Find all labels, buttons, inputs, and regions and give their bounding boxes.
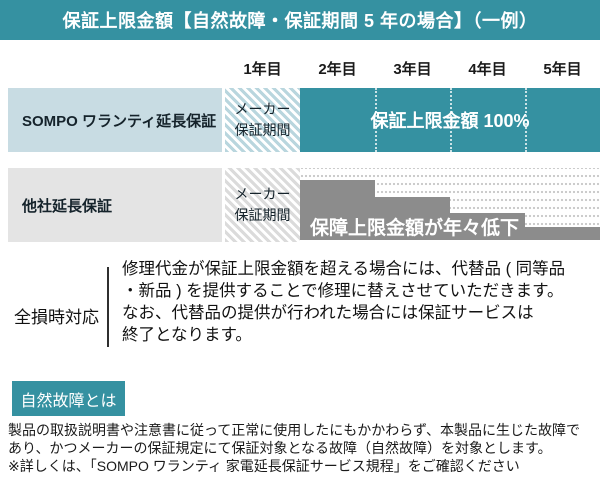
other-company-label-text: 他社延長保証 (22, 197, 113, 215)
year-label-2: 2年目 (318, 61, 357, 78)
year-divider-line (375, 88, 377, 152)
maker-period-text: メーカー 保証期間 (234, 186, 291, 223)
year-label-4: 4年目 (468, 61, 507, 78)
header-bar: 保証上限金額【自然故障・保証期間 5 年の場合】（一例） (0, 0, 600, 40)
coverage-step-year5 (525, 227, 600, 240)
page-title: 保証上限金額【自然故障・保証期間 5 年の場合】（一例） (62, 11, 538, 31)
natural-failure-heading-badge: 自然故障とは (12, 381, 125, 416)
sompo-row-label-text: SOMPO ワランティ延長保証 (22, 112, 217, 130)
year-label-1: 1年目 (243, 61, 282, 78)
timeline-year-labels: 1年目 2年目 3年目 4年目 5年目 (225, 58, 600, 79)
maker-warranty-period-sompo: メーカー 保証期間 (225, 88, 300, 152)
total-loss-description: 修理代金が保証上限金額を超える場合には、代替品 ( 同等品 ・新品 ) を提供す… (122, 260, 566, 344)
year-divider-line (450, 88, 452, 152)
coverage-step-year4 (450, 213, 525, 240)
declining-coverage-label: 保障上限金額が年々低下 (310, 218, 520, 239)
vertical-divider (107, 267, 109, 347)
coverage-bar-sompo: 保証上限金額 100% (300, 88, 600, 152)
year-label-3: 3年目 (393, 61, 432, 78)
coverage-step-year2 (300, 180, 375, 240)
maker-period-text: メーカー 保証期間 (234, 101, 291, 138)
coverage-100-label: 保証上限金額 100% (370, 111, 530, 131)
sompo-row-label: SOMPO ワランティ延長保証 (8, 88, 222, 152)
total-loss-label: 全損時対応 (14, 308, 99, 327)
maker-warranty-period-other: メーカー 保証期間 (225, 168, 300, 242)
coverage-bar-other-declining: 保障上限金額が年々低下 (300, 168, 600, 240)
natural-failure-description: 製品の取扱説明書や注意書に従って正常に使用したにもかかわらず、本製品に生じた故障… (8, 422, 581, 474)
natural-failure-heading-text: 自然故障とは (20, 392, 117, 410)
coverage-step-year3 (375, 197, 450, 240)
year-label-5: 5年目 (543, 61, 582, 78)
year-divider-line (525, 88, 527, 152)
other-company-row-label: 他社延長保証 (8, 168, 222, 242)
